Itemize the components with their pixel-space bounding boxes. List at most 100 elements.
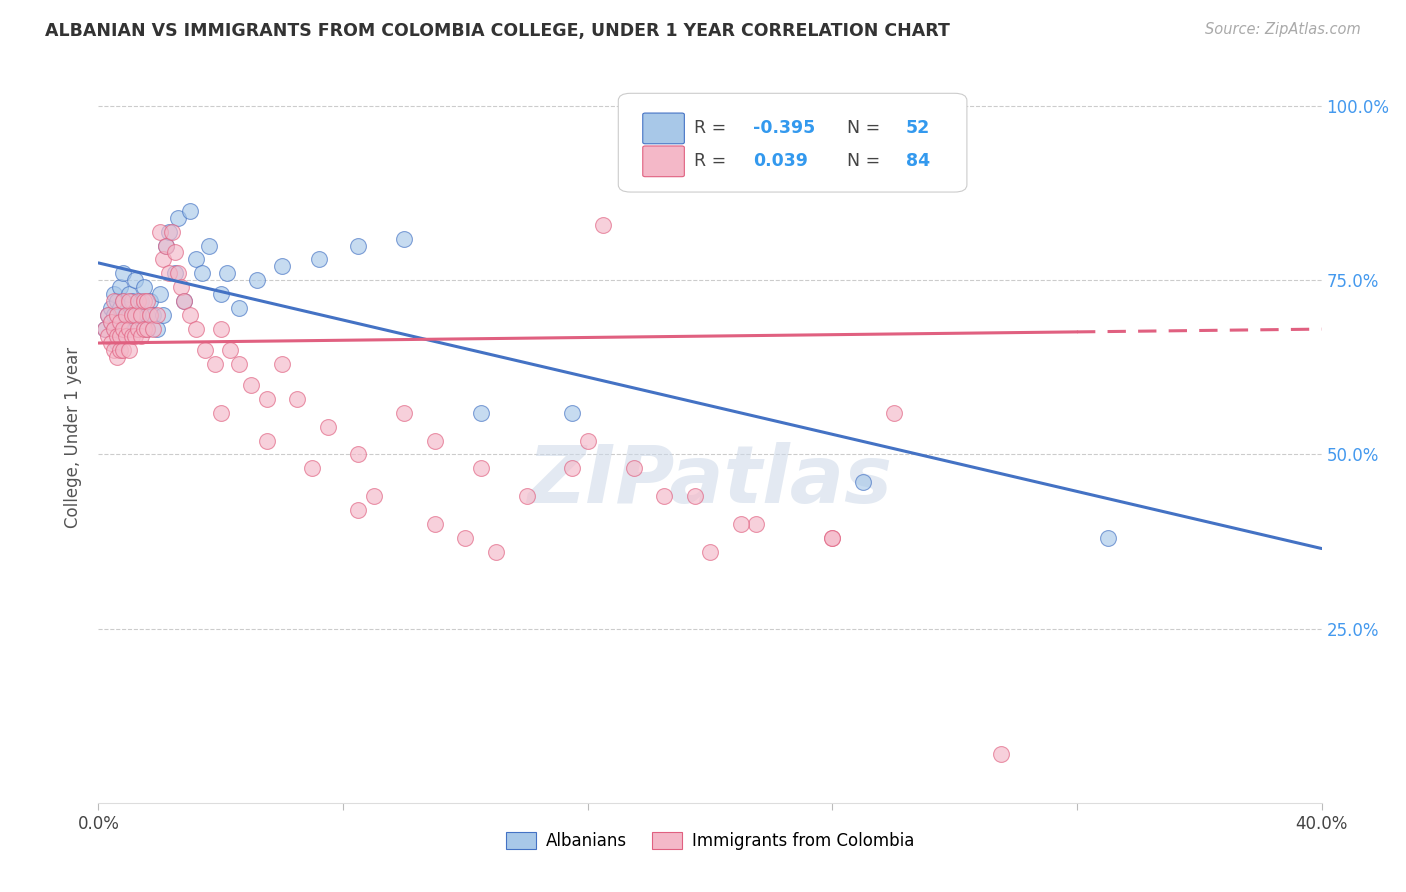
Point: [316, 419, 339, 434]
Point: [347, 503, 370, 517]
Point: [108, 301, 131, 316]
Point: [103, 343, 125, 357]
Point: [209, 322, 232, 336]
Point: [118, 308, 141, 322]
Point: [93, 322, 115, 336]
Point: [100, 336, 122, 351]
Point: [134, 280, 156, 294]
Point: [240, 377, 263, 392]
Point: [516, 489, 538, 503]
Point: [103, 308, 125, 322]
Point: [103, 287, 125, 301]
Point: [149, 225, 172, 239]
Point: [285, 392, 308, 406]
Point: [163, 266, 186, 280]
Point: [149, 287, 172, 301]
FancyBboxPatch shape: [619, 94, 967, 192]
Point: [118, 287, 141, 301]
Point: [745, 517, 768, 532]
Point: [121, 329, 143, 343]
Point: [155, 238, 177, 252]
Point: [105, 329, 128, 343]
Point: [115, 308, 138, 322]
Point: [392, 231, 416, 245]
Point: [103, 322, 125, 336]
Point: [209, 287, 232, 301]
Text: N =: N =: [846, 120, 886, 137]
Point: [97, 308, 120, 322]
Point: [485, 545, 508, 559]
Point: [219, 343, 242, 357]
Point: [592, 218, 614, 232]
Point: [173, 294, 195, 309]
Point: [124, 308, 146, 322]
Point: [121, 294, 143, 309]
Point: [179, 203, 201, 218]
Point: [209, 406, 232, 420]
Point: [136, 308, 159, 322]
Point: [93, 322, 115, 336]
Point: [108, 280, 131, 294]
Point: [392, 406, 416, 420]
Point: [852, 475, 875, 490]
Point: [256, 434, 278, 448]
Point: [115, 329, 138, 343]
Point: [347, 448, 370, 462]
Point: [111, 294, 134, 309]
Point: [423, 434, 446, 448]
FancyBboxPatch shape: [643, 113, 685, 144]
Point: [108, 315, 131, 329]
Point: [308, 252, 330, 267]
Text: -0.395: -0.395: [752, 120, 815, 137]
Point: [652, 489, 675, 503]
Point: [821, 531, 844, 545]
Point: [155, 238, 177, 252]
Y-axis label: College, Under 1 year: College, Under 1 year: [65, 346, 83, 528]
Point: [301, 461, 323, 475]
Point: [136, 322, 159, 336]
Text: ALBANIAN VS IMMIGRANTS FROM COLOMBIA COLLEGE, UNDER 1 YEAR CORRELATION CHART: ALBANIAN VS IMMIGRANTS FROM COLOMBIA COL…: [45, 22, 950, 40]
Point: [152, 308, 174, 322]
Point: [204, 357, 226, 371]
Point: [1097, 531, 1119, 545]
FancyBboxPatch shape: [643, 146, 685, 177]
Point: [108, 329, 131, 343]
Point: [129, 294, 152, 309]
Point: [108, 343, 131, 357]
Point: [139, 308, 162, 322]
Point: [118, 294, 141, 309]
Point: [157, 225, 180, 239]
Point: [145, 308, 167, 322]
Point: [124, 322, 146, 336]
Point: [186, 252, 208, 267]
Point: [121, 308, 143, 322]
Point: [100, 301, 122, 316]
Point: [270, 260, 292, 274]
Point: [157, 266, 180, 280]
Text: 84: 84: [905, 153, 929, 170]
Text: R =: R =: [695, 120, 733, 137]
Point: [730, 517, 752, 532]
Text: N =: N =: [846, 153, 886, 170]
Point: [134, 322, 156, 336]
Point: [152, 252, 174, 267]
Point: [142, 308, 165, 322]
Point: [111, 294, 134, 309]
Point: [256, 392, 278, 406]
Point: [347, 238, 370, 252]
Point: [363, 489, 385, 503]
Point: [115, 308, 138, 322]
Point: [623, 461, 645, 475]
Point: [105, 336, 128, 351]
Point: [111, 266, 134, 280]
Point: [103, 322, 125, 336]
Point: [194, 343, 217, 357]
Point: [100, 315, 122, 329]
Point: [561, 461, 583, 475]
Point: [561, 406, 583, 420]
Point: [118, 343, 141, 357]
Point: [103, 294, 125, 309]
Point: [105, 350, 128, 364]
Point: [470, 461, 492, 475]
Point: [215, 266, 238, 280]
